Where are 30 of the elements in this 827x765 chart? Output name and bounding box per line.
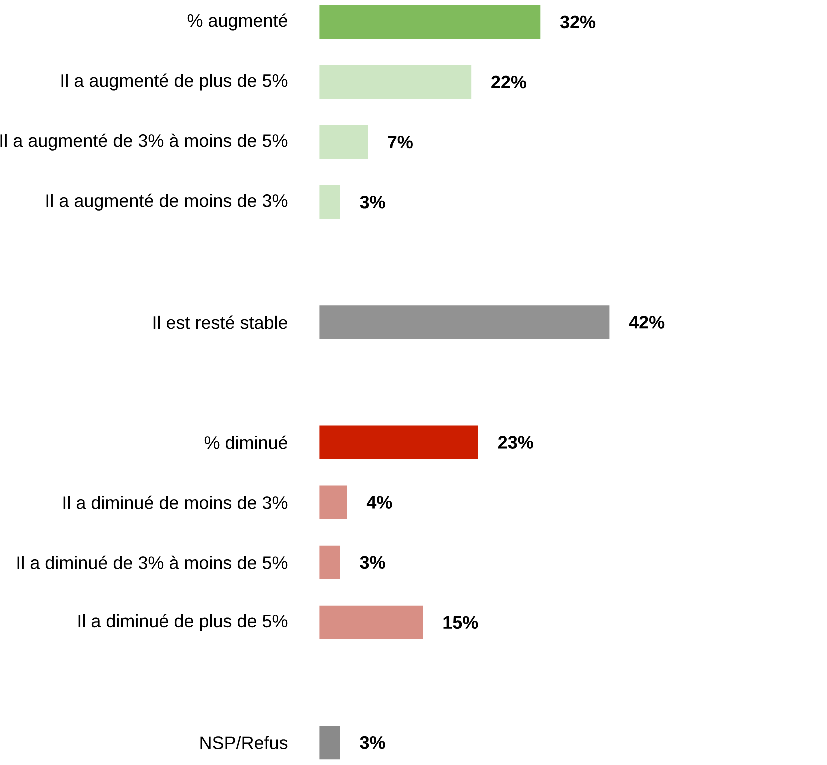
y-tick-label: Il a augmenté de moins de 3% bbox=[46, 194, 288, 211]
data-label: 7% bbox=[388, 136, 413, 149]
data-label: 3% bbox=[360, 196, 386, 209]
y-tick-label: Il a diminué de plus de 5% bbox=[78, 614, 288, 632]
bar bbox=[320, 65, 472, 100]
y-tick-label: Il a diminué de 3% à moins de 5% bbox=[18, 556, 288, 570]
bar bbox=[320, 486, 348, 520]
data-label: 3% bbox=[360, 736, 386, 750]
data-label: 22% bbox=[492, 76, 527, 89]
y-tick-label: % diminué bbox=[204, 436, 288, 450]
data-label: 15% bbox=[444, 616, 478, 630]
bar bbox=[320, 306, 610, 340]
y-tick-label: Il est resté stable bbox=[154, 316, 288, 330]
bar bbox=[320, 5, 541, 40]
bar bbox=[320, 426, 478, 460]
y-tick-label: NSP/Refus bbox=[200, 736, 288, 750]
y-tick-label: Il a augmenté de 3% à moins de 5% bbox=[0, 134, 288, 151]
bar bbox=[320, 726, 340, 760]
bar bbox=[320, 606, 424, 640]
y-tick-label: % augmenté bbox=[188, 14, 288, 31]
bar bbox=[320, 126, 368, 160]
data-label: 4% bbox=[366, 496, 392, 509]
y-tick-label: Il a augmenté de plus de 5% bbox=[62, 74, 288, 91]
y-tick-label: Il a diminué de moins de 3% bbox=[64, 496, 288, 510]
data-label: 23% bbox=[498, 436, 534, 449]
data-label: 32% bbox=[560, 16, 596, 29]
bar bbox=[320, 186, 340, 220]
data-label: 42% bbox=[629, 316, 665, 329]
bar bbox=[320, 546, 340, 580]
data-label: 3% bbox=[360, 556, 386, 570]
